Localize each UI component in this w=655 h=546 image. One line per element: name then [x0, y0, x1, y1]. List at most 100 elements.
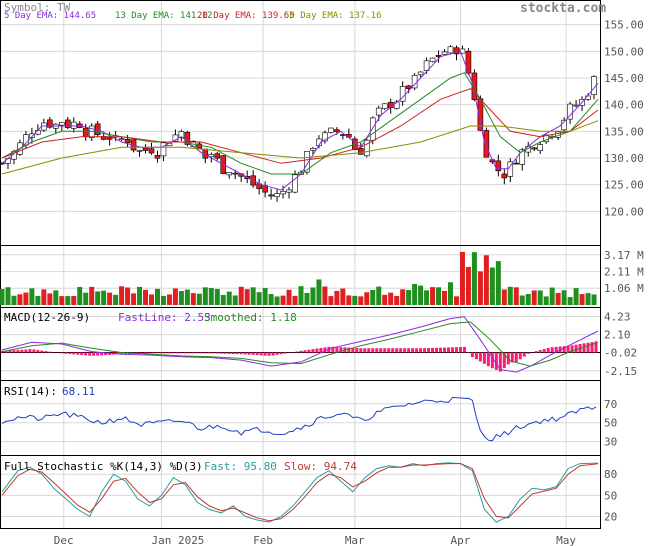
- candle-body: [148, 148, 155, 154]
- candle-body: [453, 47, 460, 55]
- volume-bar: [465, 266, 471, 305]
- volume-bar: [131, 293, 137, 305]
- candle-body: [537, 144, 543, 151]
- candle-body: [70, 121, 77, 129]
- macd-histogram-bar: [207, 352, 211, 354]
- candle-body: [495, 160, 502, 172]
- macd-histogram-bar: [526, 352, 530, 354]
- volume-bar: [370, 289, 376, 305]
- macd-histogram-bar: [331, 346, 335, 353]
- macd-histogram-bar: [399, 348, 403, 353]
- candle-body: [226, 172, 233, 176]
- volume-bar: [0, 288, 5, 305]
- macd-histogram-bar: [195, 352, 199, 354]
- macd-histogram-bar: [562, 346, 566, 353]
- candle-body: [124, 139, 131, 143]
- volume-bar: [447, 282, 453, 305]
- macd-histogram-bar: [554, 346, 558, 353]
- macd-histogram-bar: [574, 344, 578, 353]
- macd-tick-label: 2.10: [604, 329, 631, 342]
- macd-histogram-bar: [239, 352, 243, 355]
- macd-histogram-bar: [20, 349, 24, 353]
- macd-histogram-bar: [458, 347, 462, 353]
- volume-bar: [41, 289, 47, 305]
- macd-histogram-bar: [235, 352, 239, 355]
- macd-panel: [0, 307, 601, 381]
- volume-bar: [412, 283, 418, 305]
- macd-histogram-bar: [8, 350, 12, 353]
- volume-bar: [298, 286, 304, 305]
- volume-bar: [513, 287, 519, 305]
- macd-histogram-bar: [423, 348, 427, 353]
- macd-fast-label: FastLine: 2.53: [118, 311, 211, 324]
- x-tick-label: May: [556, 534, 576, 546]
- macd-histogram-bar: [151, 352, 155, 354]
- volume-bar: [65, 296, 71, 305]
- macd-histogram-bar: [582, 343, 586, 353]
- macd-histogram-bar: [120, 352, 124, 355]
- macd-histogram-bar: [44, 351, 48, 353]
- volume-bar: [244, 289, 250, 305]
- macd-histogram-bar: [179, 352, 183, 354]
- candle-body: [118, 138, 125, 140]
- volume-bar: [262, 288, 268, 305]
- macd-histogram-bar: [16, 349, 20, 353]
- candle-body: [82, 127, 89, 137]
- macd-histogram-bar: [283, 352, 287, 354]
- volume-bar: [328, 296, 334, 305]
- candle-body: [274, 193, 280, 198]
- volume-bar: [519, 295, 525, 305]
- candle-body: [106, 137, 113, 140]
- macd-histogram-bar: [88, 352, 92, 356]
- volume-bar: [394, 296, 400, 305]
- macd-histogram-bar: [24, 349, 28, 353]
- volume-bar: [471, 252, 477, 305]
- volume-bar: [388, 292, 394, 305]
- macd-histogram-bar: [474, 352, 478, 360]
- macd-histogram-bar: [419, 348, 423, 353]
- x-tick-label: Jan 2025: [151, 534, 204, 546]
- macd-histogram-bar: [395, 348, 399, 353]
- volume-bar: [178, 291, 184, 305]
- volume-bar: [238, 286, 244, 305]
- macd-histogram-bar: [307, 349, 311, 353]
- volume-bar: [304, 293, 310, 305]
- macd-histogram-bar: [391, 348, 395, 353]
- volume-bar: [214, 288, 220, 305]
- candle-body: [41, 122, 47, 131]
- stochastic-tick-label: 20: [604, 510, 617, 523]
- macd-histogram-bar: [92, 352, 96, 356]
- macd-histogram-bar: [371, 348, 375, 353]
- volume-bar: [232, 295, 238, 305]
- candle-body: [292, 174, 298, 193]
- macd-histogram-bar: [0, 350, 4, 353]
- price-tick-label: 120.00: [604, 205, 644, 218]
- rsi-tick-label: 70: [604, 398, 617, 411]
- macd-histogram-bar: [510, 352, 514, 363]
- candle-body: [441, 51, 448, 55]
- macd-histogram-bar: [470, 352, 474, 358]
- macd-histogram-bar: [375, 348, 379, 353]
- volume-bar: [107, 292, 113, 305]
- macd-histogram-bar: [155, 352, 159, 354]
- volume-bar: [316, 279, 322, 305]
- volume-bar: [346, 295, 352, 305]
- candle-body: [501, 173, 508, 179]
- macd-histogram-bar: [407, 348, 411, 353]
- macd-histogram-bar: [124, 352, 128, 355]
- candle-body: [142, 147, 149, 151]
- ema20-line: [1, 88, 599, 164]
- candle-body: [465, 50, 472, 74]
- candle-body: [375, 107, 382, 116]
- macd-smoothed-line: [1, 321, 599, 367]
- volume-bar: [483, 255, 489, 305]
- stochastic-tick-label: 80: [604, 468, 617, 481]
- volume-bar: [585, 293, 591, 305]
- macd-histogram-bar: [359, 348, 363, 353]
- x-tick-label: Apr: [450, 534, 470, 546]
- x-tick-label: Feb: [253, 534, 273, 546]
- stochastic-title: Full Stochastic %K(14,3) %D(3): [4, 460, 203, 473]
- candle-body: [160, 142, 167, 157]
- candle-body: [519, 149, 526, 165]
- rsi-tick-label: 50: [604, 417, 617, 430]
